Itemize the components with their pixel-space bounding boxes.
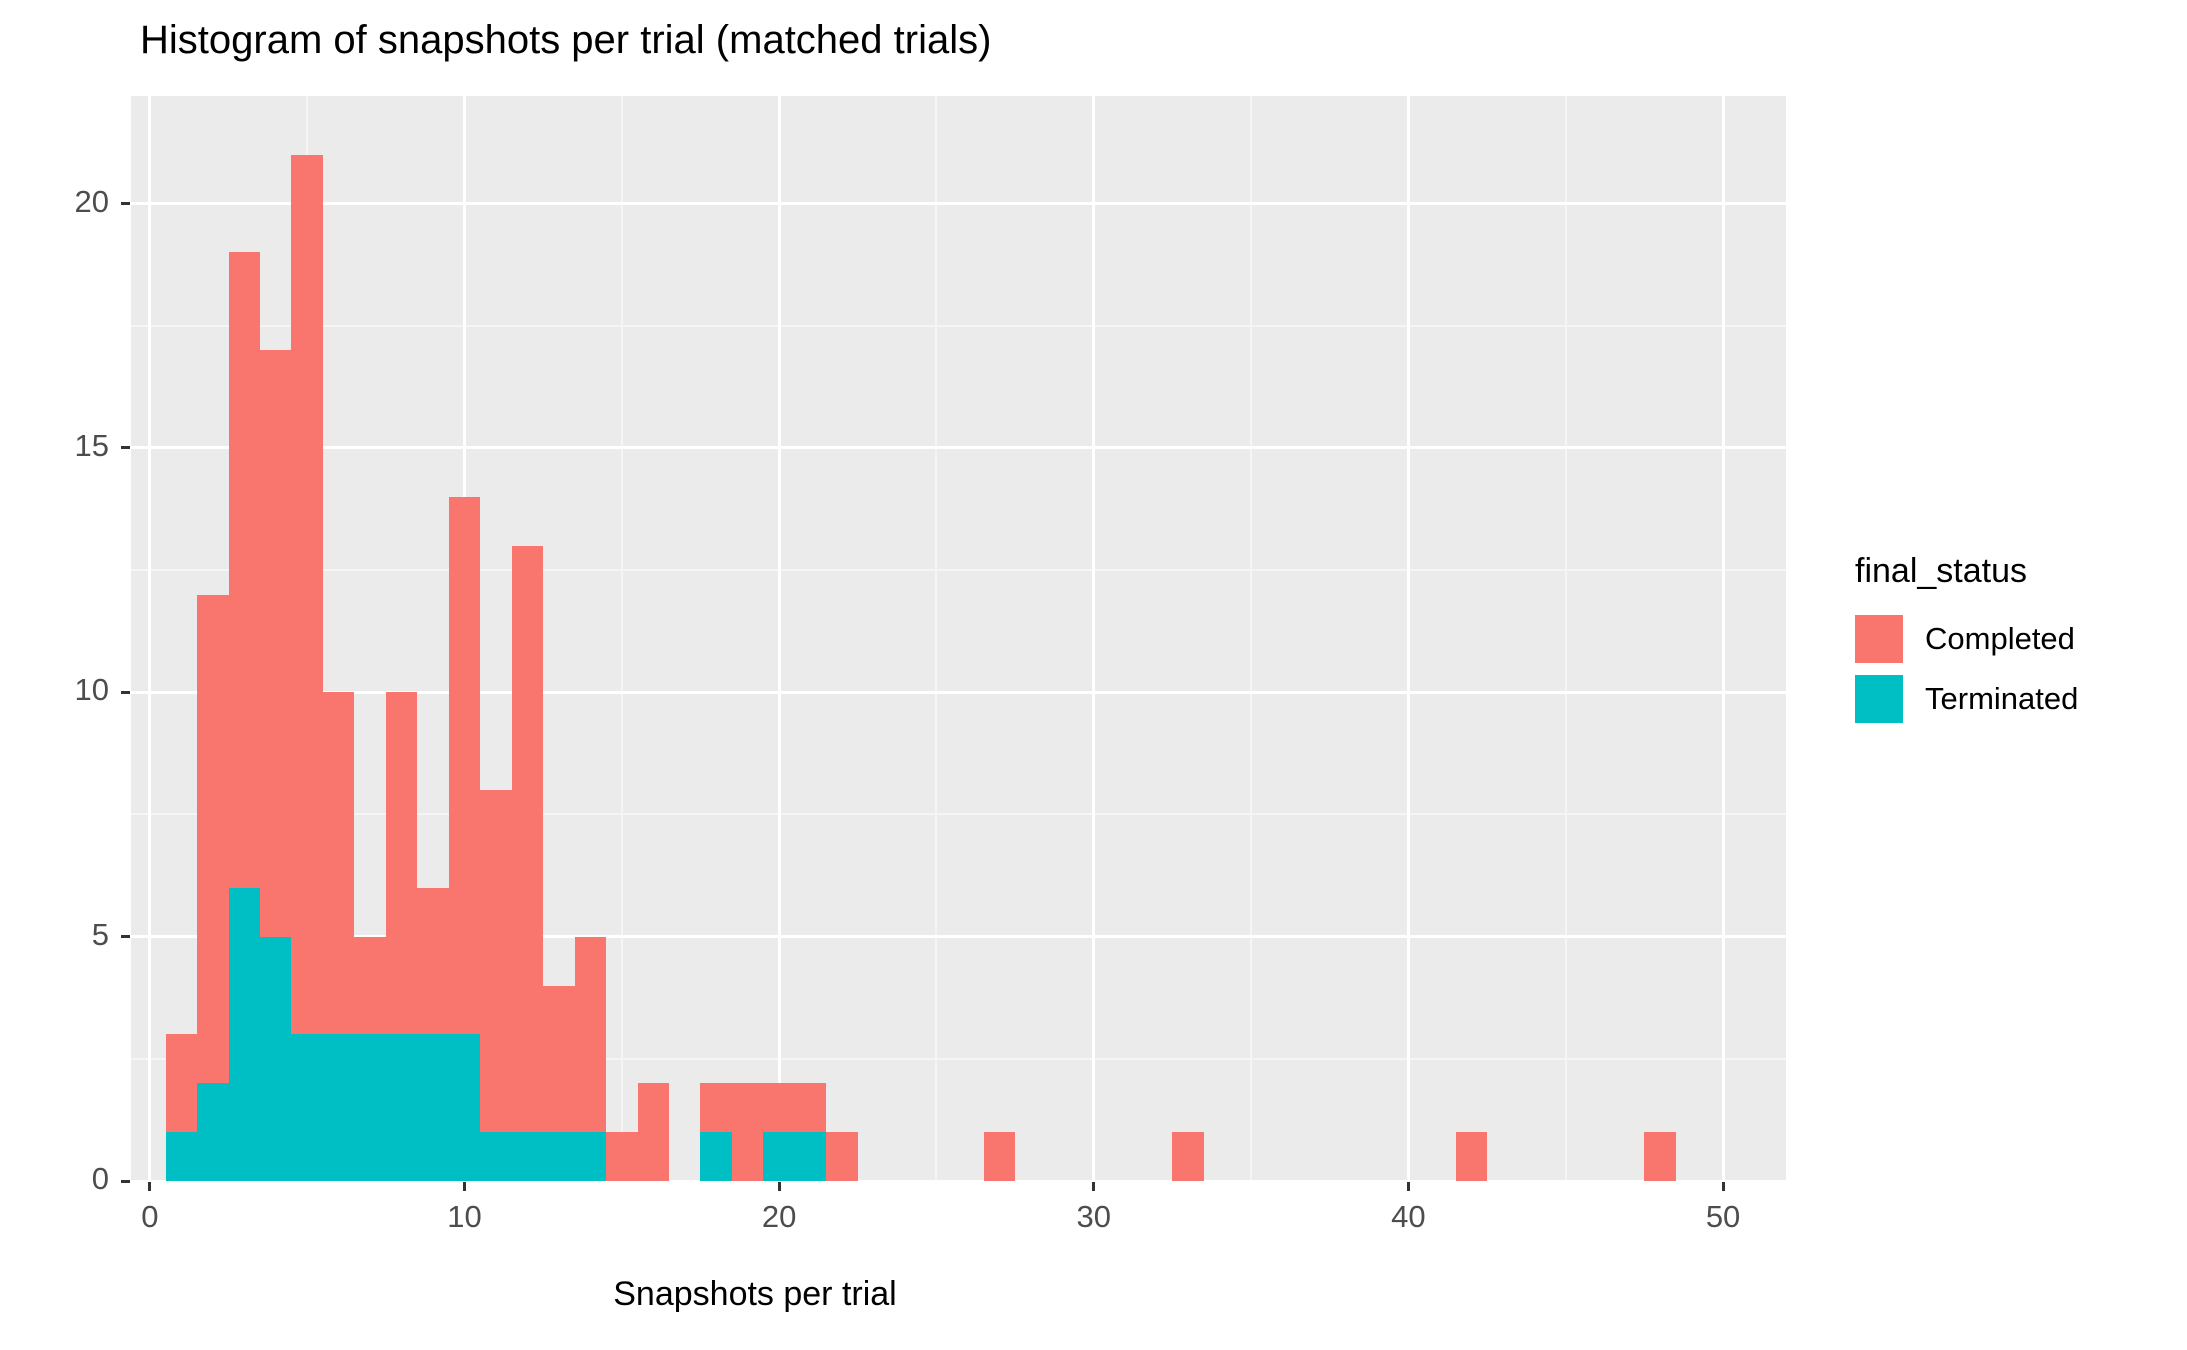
legend-key [1855, 675, 1903, 723]
gridline-major-vertical [148, 96, 152, 1181]
x-axis-tick [777, 1182, 781, 1191]
bar-segment-completed [543, 985, 575, 1133]
plot-panel [131, 96, 1786, 1183]
gridline-minor-horizontal [131, 569, 1786, 572]
bar-segment-completed [637, 1083, 670, 1181]
bar-segment-completed [322, 692, 355, 1035]
gridline-major-vertical [1092, 96, 1096, 1181]
x-axis-tick-label: 50 [1705, 1199, 1741, 1234]
y-axis-tick-label: 20 [74, 183, 109, 219]
bar-segment-completed [826, 1132, 858, 1181]
bar-segment-completed [1644, 1132, 1676, 1181]
chart-title: Histogram of snapshots per trial (matche… [140, 18, 992, 62]
bar-segment-terminated [543, 1132, 575, 1181]
bar-segment-completed [228, 252, 260, 888]
y-axis-tick [121, 690, 130, 694]
bar-segment-terminated [385, 1034, 418, 1181]
x-axis-tick [1721, 1182, 1725, 1191]
bar-segment-terminated [165, 1132, 198, 1181]
gridline-minor-vertical [1250, 96, 1253, 1181]
bar-segment-completed [731, 1083, 764, 1181]
gridline-major-vertical [1721, 96, 1725, 1181]
x-axis-tick [148, 1182, 152, 1191]
y-axis-tick-label: 15 [74, 427, 109, 463]
bar-segment-terminated [700, 1132, 732, 1181]
bar-segment-completed [1455, 1132, 1488, 1181]
gridline-major-horizontal [131, 935, 1786, 939]
legend-item-label: Terminated [1925, 681, 2079, 716]
gridline-major-vertical [777, 96, 781, 1181]
y-axis-tick-label: 0 [91, 1161, 109, 1196]
gridline-minor-vertical [1564, 96, 1567, 1181]
x-axis-tick-label: 30 [1076, 1199, 1112, 1234]
y-axis-tick-label: 5 [91, 916, 109, 952]
legend-title: final_status [1855, 552, 2027, 590]
gridline-minor-horizontal [131, 324, 1786, 327]
gridline-major-horizontal [131, 690, 1786, 694]
bar-segment-completed [574, 936, 607, 1133]
bar-segment-terminated [354, 1034, 386, 1181]
bar-segment-terminated [480, 1132, 512, 1181]
bar-segment-completed [1172, 1132, 1204, 1181]
legend-swatch-icon [1855, 615, 1903, 663]
gridline-minor-horizontal [131, 1057, 1786, 1060]
bar-segment-completed [511, 545, 544, 1133]
bar-segment-completed [165, 1034, 198, 1133]
gridline-major-horizontal [131, 202, 1786, 206]
bar-segment-terminated [448, 1034, 481, 1181]
gridline-minor-vertical [620, 96, 623, 1181]
x-axis-tick [463, 1182, 467, 1191]
x-axis-tick [1092, 1182, 1096, 1191]
legend-swatch-icon [1855, 675, 1903, 723]
bar-segment-terminated [417, 1034, 449, 1181]
bar-segment-completed [763, 1083, 795, 1133]
bar-segment-terminated [763, 1132, 795, 1181]
bars-layer [131, 96, 1786, 1181]
bar-segment-terminated [511, 1132, 544, 1181]
y-axis-tick-label: 10 [74, 672, 109, 708]
y-axis-tick [121, 446, 130, 450]
bar-segment-terminated [794, 1132, 827, 1181]
bar-segment-completed [197, 594, 229, 1084]
bar-segment-completed [260, 350, 292, 937]
legend-item-terminated[interactable]: Terminated [1855, 669, 2155, 729]
bar-segment-completed [385, 692, 418, 1035]
bar-segment-completed [448, 496, 481, 1035]
bar-segment-terminated [291, 1034, 323, 1181]
y-axis-tick [121, 1179, 130, 1183]
x-axis-title: Snapshots per trial [613, 1275, 897, 1313]
y-axis-tick [121, 935, 130, 939]
bar-segment-terminated [228, 887, 260, 1181]
bar-segment-terminated [260, 936, 292, 1181]
bar-segment-completed [417, 887, 449, 1035]
bar-segment-completed [983, 1132, 1016, 1181]
legend-item-completed[interactable]: Completed [1855, 609, 2155, 669]
gridline-major-horizontal [131, 1179, 1786, 1183]
x-axis-tick-label: 0 [141, 1199, 159, 1234]
x-axis-tick-label: 40 [1391, 1199, 1426, 1234]
gridline-minor-vertical [935, 96, 938, 1181]
bar-segment-terminated [574, 1132, 607, 1181]
bar-segment-completed [480, 790, 512, 1133]
bar-segment-completed [794, 1083, 827, 1133]
gridline-major-vertical [1406, 96, 1410, 1181]
x-axis-tick [1406, 1182, 1410, 1191]
bar-segment-completed [354, 936, 386, 1035]
gridline-minor-horizontal [131, 813, 1786, 816]
bar-segment-terminated [197, 1083, 229, 1181]
legend-key [1855, 615, 1903, 663]
x-axis-tick-label: 20 [761, 1199, 797, 1234]
bar-segment-terminated [322, 1034, 355, 1181]
x-axis-tick-label: 10 [447, 1199, 482, 1234]
bar-segment-completed [291, 154, 323, 1035]
bar-segment-completed [606, 1132, 638, 1181]
bar-segment-completed [700, 1083, 732, 1133]
gridline-major-horizontal [131, 446, 1786, 450]
legend-item-label: Completed [1925, 621, 2075, 656]
y-axis-tick [121, 202, 130, 206]
legend-items: Completed Terminated [1855, 609, 2155, 729]
legend: final_status Completed Terminated [1855, 552, 2155, 729]
